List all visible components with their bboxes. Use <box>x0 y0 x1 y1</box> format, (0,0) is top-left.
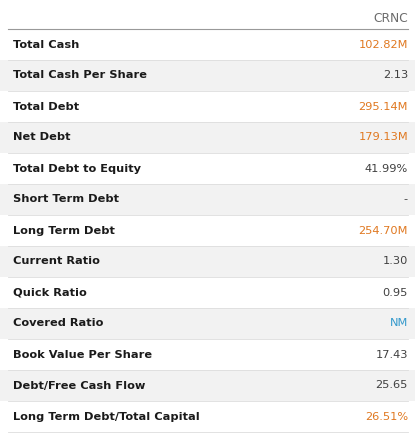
Text: Current Ratio: Current Ratio <box>13 257 100 267</box>
Bar <box>0 215 415 246</box>
Text: 102.82M: 102.82M <box>359 39 408 49</box>
Bar <box>0 29 415 60</box>
Text: 254.70M: 254.70M <box>359 225 408 236</box>
Text: -: - <box>404 194 408 205</box>
Bar <box>0 91 415 122</box>
Text: 26.51%: 26.51% <box>365 412 408 422</box>
Bar <box>0 370 415 401</box>
Text: Long Term Debt: Long Term Debt <box>13 225 115 236</box>
Text: 1.30: 1.30 <box>383 257 408 267</box>
Text: 25.65: 25.65 <box>376 381 408 391</box>
Text: Long Term Debt/Total Capital: Long Term Debt/Total Capital <box>13 412 200 422</box>
Text: Quick Ratio: Quick Ratio <box>13 288 87 298</box>
Bar <box>0 153 415 184</box>
Bar <box>0 122 415 153</box>
Text: 41.99%: 41.99% <box>365 163 408 173</box>
Text: Debt/Free Cash Flow: Debt/Free Cash Flow <box>13 381 145 391</box>
Bar <box>0 246 415 277</box>
Text: Total Debt to Equity: Total Debt to Equity <box>13 163 141 173</box>
Text: Total Cash Per Share: Total Cash Per Share <box>13 70 147 80</box>
Text: Short Term Debt: Short Term Debt <box>13 194 119 205</box>
Bar <box>0 401 415 432</box>
Text: Net Debt: Net Debt <box>13 132 71 142</box>
Bar <box>0 277 415 308</box>
Text: 0.95: 0.95 <box>383 288 408 298</box>
Bar <box>0 308 415 339</box>
Bar <box>0 339 415 370</box>
Text: 295.14M: 295.14M <box>359 101 408 111</box>
Text: NM: NM <box>390 319 408 329</box>
Text: 2.13: 2.13 <box>383 70 408 80</box>
Text: CRNC: CRNC <box>373 12 408 25</box>
Bar <box>0 184 415 215</box>
Text: Total Debt: Total Debt <box>13 101 79 111</box>
Text: Book Value Per Share: Book Value Per Share <box>13 350 152 360</box>
Text: Total Cash: Total Cash <box>13 39 79 49</box>
Bar <box>0 60 415 91</box>
Text: Covered Ratio: Covered Ratio <box>13 319 103 329</box>
Text: 179.13M: 179.13M <box>358 132 408 142</box>
Text: 17.43: 17.43 <box>376 350 408 360</box>
